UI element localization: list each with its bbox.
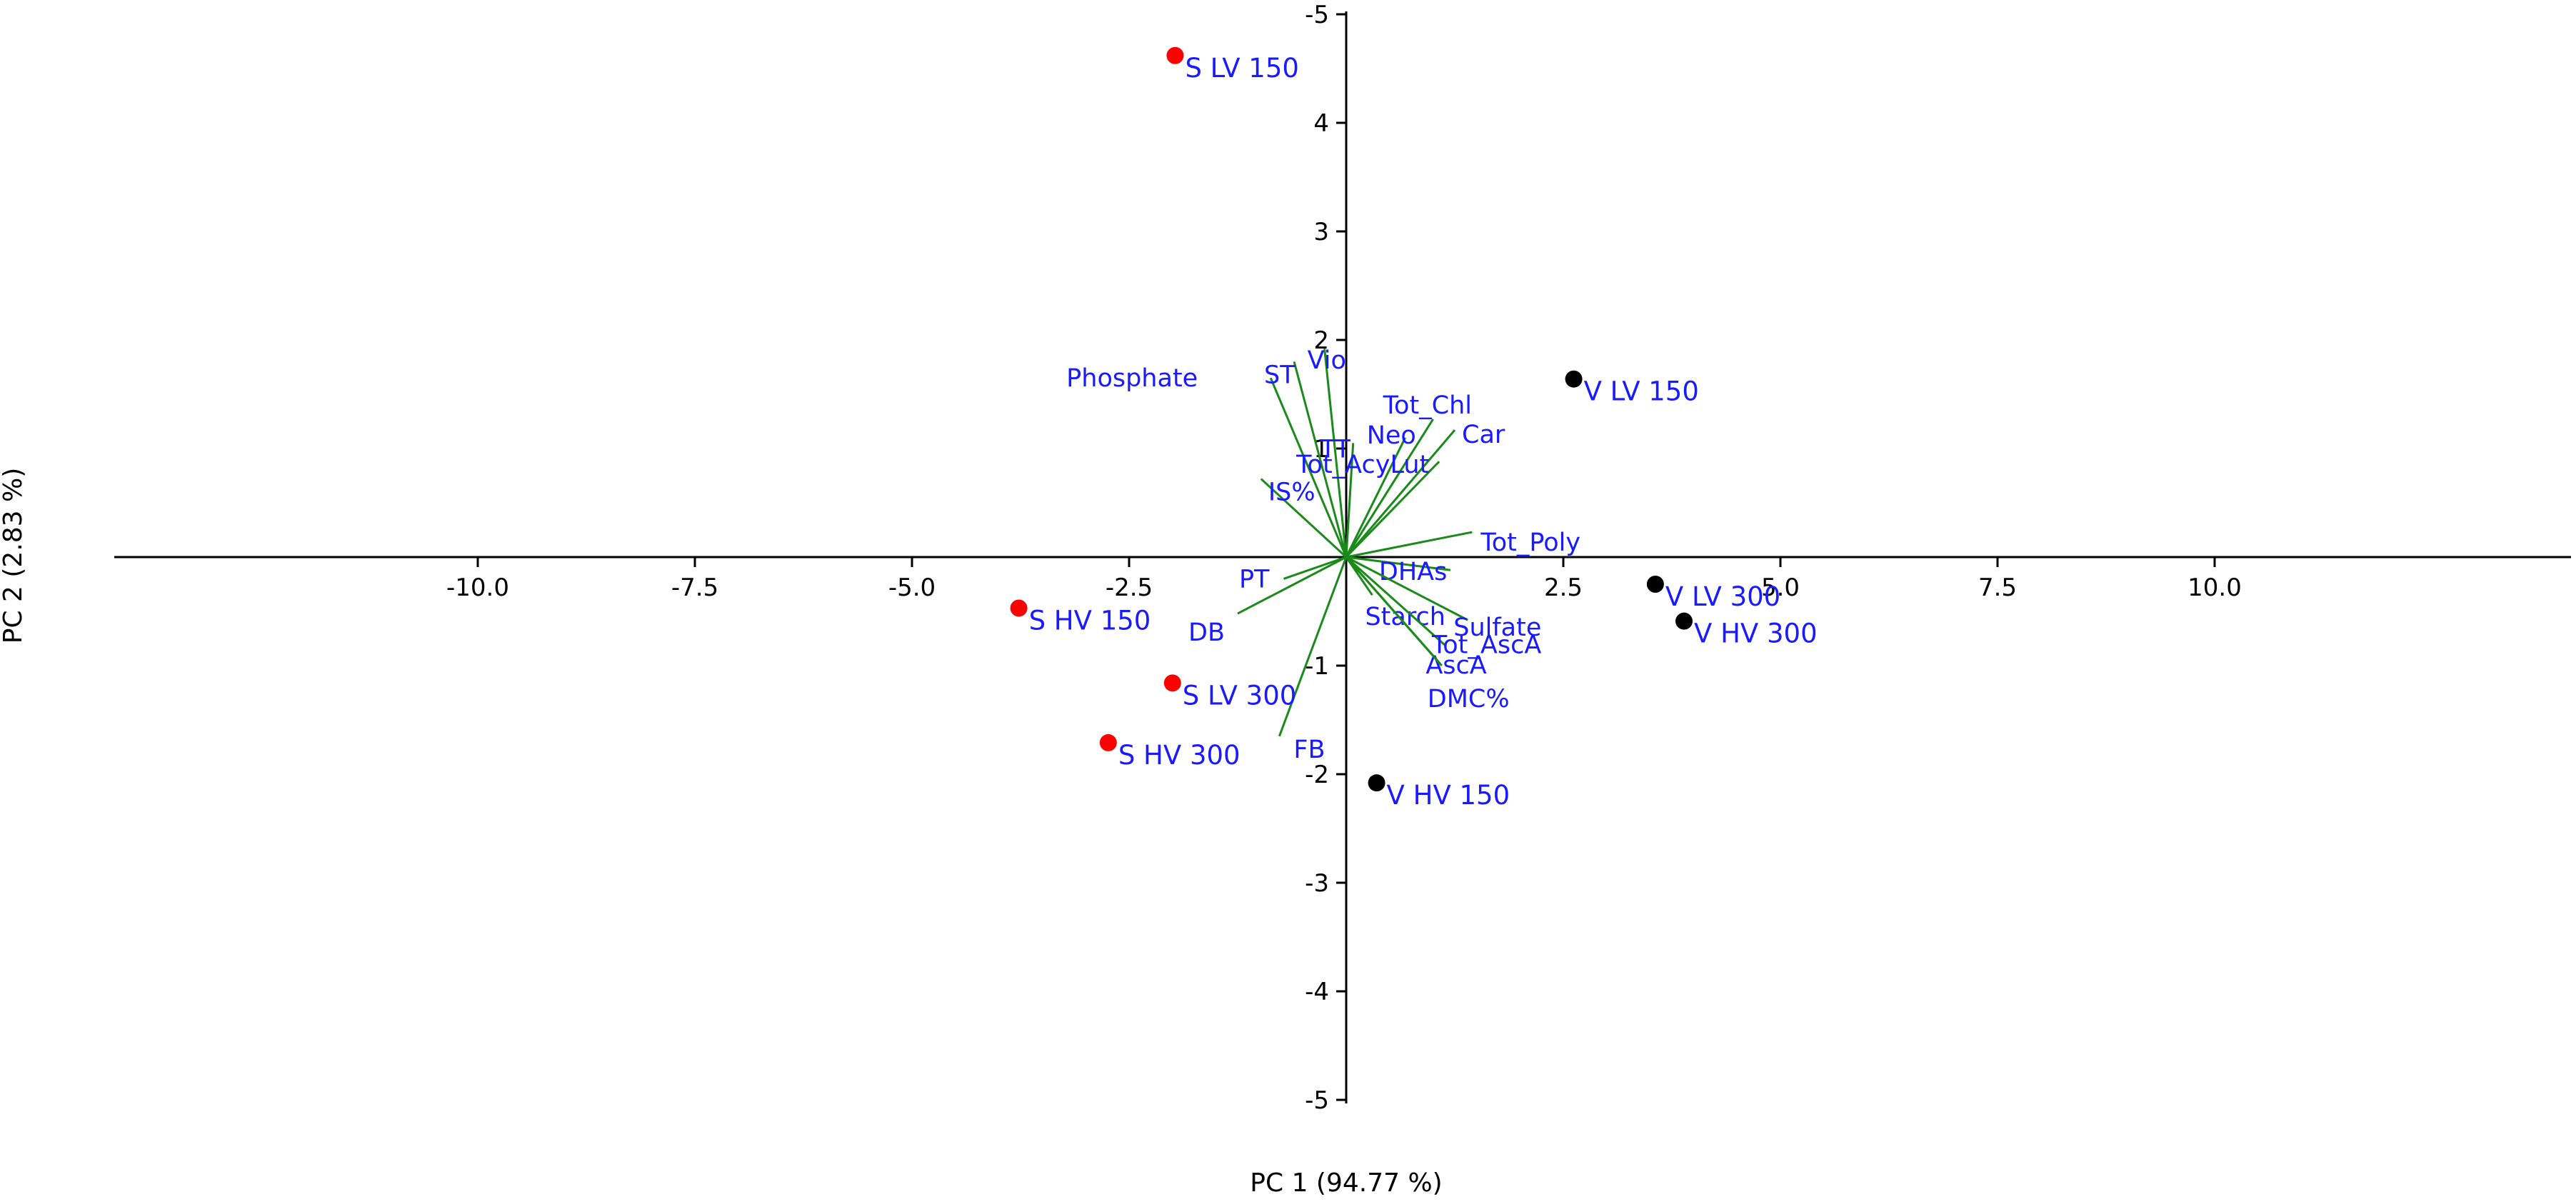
score-points: S LV 150 S HV 150 S LV 300 S HV 300 V LV 150…	[1010, 46, 1818, 811]
score-label: S LV 300	[1183, 680, 1297, 711]
loading-label: Vio	[1308, 346, 1346, 375]
loading-vector	[1345, 556, 1468, 621]
score-label: V HV 300	[1694, 618, 1818, 649]
score-label: V LV 150	[1584, 376, 1699, 407]
y-tick-label: -2	[1305, 761, 1329, 789]
x-tick-label: -5.0	[888, 574, 936, 602]
loading-vector	[1278, 556, 1348, 737]
y-tick-label: -5	[1305, 1086, 1329, 1115]
loading-vector	[1345, 419, 1434, 558]
loading-vector	[1345, 461, 1440, 559]
y-tick-label: 2	[1313, 326, 1329, 355]
loading-label: DHAs	[1379, 558, 1447, 586]
loading-label: PT	[1239, 565, 1270, 594]
loading-vector	[1323, 349, 1348, 558]
loading-vector	[1345, 556, 1451, 571]
loading-label: DMC%	[1428, 685, 1510, 713]
y-tick-label: 1	[1313, 435, 1329, 464]
score-point	[1675, 612, 1693, 630]
score-label: S LV 150	[1185, 53, 1299, 84]
loading-vector	[1345, 429, 1456, 558]
x-tick-label: 7.5	[1978, 574, 2017, 602]
x-tick-label: -7.5	[671, 574, 718, 602]
score-point	[1166, 46, 1184, 64]
score-point	[1163, 674, 1181, 692]
loading-vector	[1293, 361, 1348, 558]
score-point	[1099, 733, 1117, 751]
loading-label: Neo	[1367, 421, 1416, 450]
loading-vector	[1283, 556, 1347, 580]
loading-label: FB	[1293, 736, 1325, 764]
axes: -10.0 -7.5 -5.0 -2.5 2.5 5.0 7.5 10.0-54321-1-2…	[114, 1, 2571, 1115]
loading-label: Tot_Poly	[1480, 529, 1580, 557]
x-tick-label: -10.0	[446, 574, 509, 602]
score-point	[1646, 576, 1664, 593]
loading-vector	[1345, 443, 1355, 558]
loading-vector	[1260, 478, 1348, 559]
score-label: S HV 300	[1118, 740, 1241, 771]
score-label: S HV 150	[1029, 605, 1151, 636]
x-tick-label: 10.0	[2187, 574, 2242, 602]
x-axis-title: PC 1 (94.77 %)	[1250, 1168, 1442, 1198]
loading-label: AscA	[1425, 651, 1486, 680]
y-axis-title: PC 2 (2.83 %)	[0, 468, 28, 644]
x-tick-label: 2.5	[1544, 574, 1583, 602]
y-tick-label: 4	[1313, 109, 1329, 138]
loading-label: Tot_Chl	[1383, 391, 1472, 420]
loading-label: TT	[1320, 435, 1351, 464]
loading-label: Sulfate	[1453, 613, 1541, 642]
loading-label: DB	[1188, 618, 1225, 647]
x-tick-label: -2.5	[1106, 574, 1153, 602]
y-tick-label: 3	[1313, 218, 1329, 246]
y-tick-label: -4	[1305, 978, 1329, 1006]
loading-vector	[1345, 556, 1443, 666]
score-point	[1368, 774, 1385, 792]
loading-vector	[1269, 377, 1348, 558]
score-label: V HV 150	[1387, 780, 1510, 811]
score-point	[1010, 599, 1028, 617]
loading-vector	[1237, 556, 1347, 615]
y-tick-label: -5	[1305, 1, 1329, 29]
y-tick-label: -3	[1305, 869, 1329, 898]
loading-vector	[1345, 437, 1407, 558]
loading-vector	[1345, 531, 1473, 559]
loading-label: Car	[1462, 421, 1505, 449]
loading-label: Phosphate	[1066, 364, 1198, 393]
loading-label: Tot_AcyLut	[1295, 451, 1429, 479]
x-tick-label: 5.0	[1761, 574, 1800, 602]
loading-label: Starch	[1365, 603, 1445, 631]
loading-label: Tot_AscA	[1431, 631, 1541, 660]
loading-vector	[1345, 556, 1447, 647]
loading-label: ST	[1264, 361, 1295, 389]
score-label: V LV 300	[1665, 581, 1780, 612]
loading-label: IS%	[1268, 479, 1315, 507]
score-point	[1565, 370, 1583, 388]
